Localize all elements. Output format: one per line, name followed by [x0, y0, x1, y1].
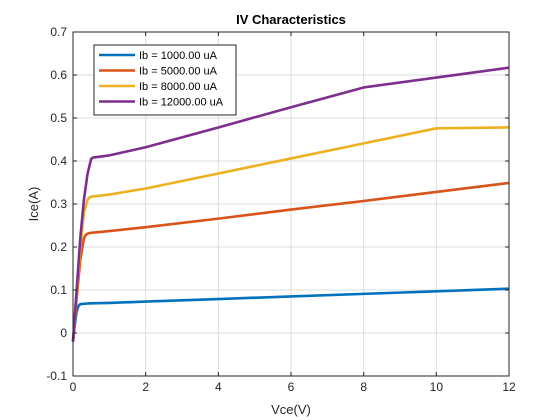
x-tick-label: 6 [288, 380, 295, 394]
series-line-1 [71, 287, 510, 342]
legend-entry: Ib = 5000.00 uA [139, 66, 218, 78]
x-tick-label: 4 [215, 380, 222, 394]
chart-title: IV Characteristics [236, 12, 346, 27]
y-tick-label: 0.3 [50, 197, 67, 211]
series-lines [71, 66, 510, 342]
y-tick-label: 0.1 [50, 283, 67, 297]
x-tick-label: 2 [142, 380, 149, 394]
x-tick-label: 0 [70, 380, 77, 394]
y-tick-label: 0.4 [50, 154, 67, 168]
x-tick-label: 8 [360, 380, 367, 394]
y-tick-label: 0.2 [50, 240, 67, 254]
y-tick-label: 0.5 [50, 111, 67, 125]
y-tick-label: 0.7 [50, 25, 67, 39]
series-line-4 [71, 66, 510, 342]
series-line-2 [71, 181, 510, 342]
y-tick-label: 0.6 [50, 68, 67, 82]
axes: 0 2 4 6 8 10 12-0.100.10.20.30.40.50.60.7 [46, 25, 516, 394]
y-tick-label: 0 [60, 326, 67, 340]
y-tick-label: -0.1 [46, 369, 67, 383]
x-tick-label: 12 [502, 380, 516, 394]
y-axis-title: Ice(A) [26, 187, 41, 222]
legend-entry: Ib = 8000.00 uA [139, 81, 218, 93]
x-tick-label: 10 [430, 380, 444, 394]
x-axis-title: Vce(V) [271, 402, 311, 417]
legend-entry: Ib = 1000.00 uA [139, 50, 218, 62]
legend-entry: Ib = 12000.00 uA [139, 97, 224, 109]
legend: Ib = 1000.00 uA Ib = 5000.00 uA Ib = 8000.… [93, 44, 237, 116]
legend-box [93, 44, 237, 116]
